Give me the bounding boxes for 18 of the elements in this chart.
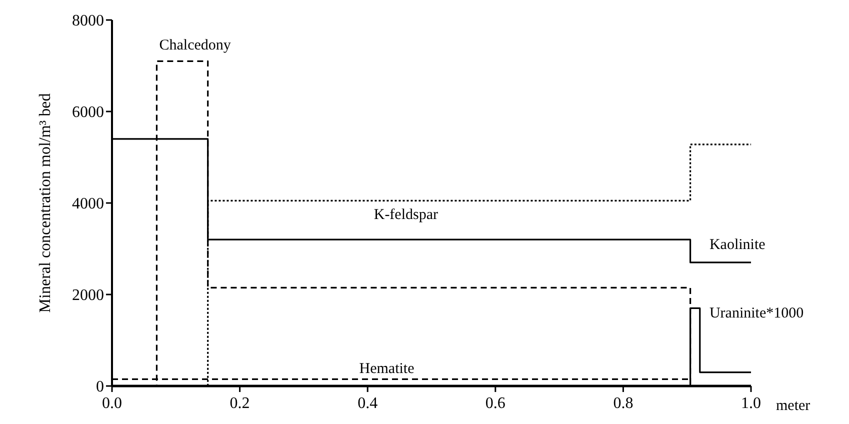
y-axis-title: Mineral concentration mol/m³ bed	[37, 93, 54, 313]
y-tick-label: 4000	[72, 196, 104, 213]
y-tick-label: 2000	[72, 287, 104, 304]
x-tick-label: 1.0	[741, 395, 761, 412]
x-tick-label: 0.6	[485, 395, 506, 412]
x-tick-label: 0.4	[358, 395, 378, 412]
x-tick-label: 0.0	[102, 395, 122, 412]
x-tick-label: 0.2	[230, 395, 250, 412]
x-axis-title: meter	[776, 398, 810, 414]
y-tick-label: 0	[96, 378, 104, 396]
series-label: Hematite	[359, 361, 415, 378]
x-tick-label: 0.8	[613, 395, 634, 412]
y-tick-label: 8000	[72, 12, 104, 30]
series-label: Chalcedony	[159, 38, 232, 54]
y-tick-label: 6000	[72, 104, 104, 122]
series-label: Kaolinite	[709, 236, 766, 253]
series-label: K-feldspar	[374, 207, 438, 224]
series-label: Uraninite*1000	[709, 305, 804, 322]
